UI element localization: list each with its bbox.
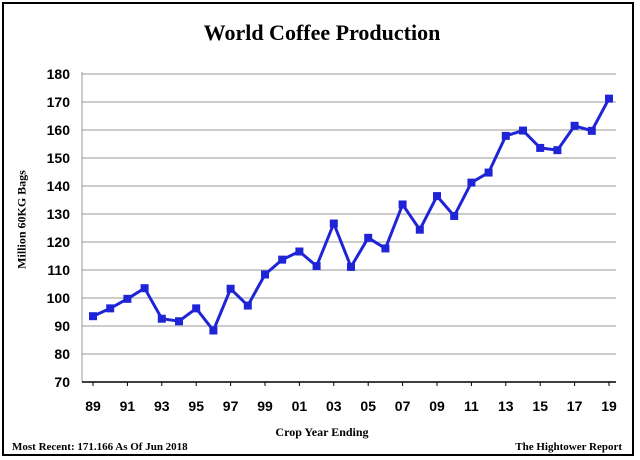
data-point (140, 284, 149, 293)
y-tick-label: 110 (47, 262, 70, 278)
x-tick-label: 11 (464, 398, 479, 414)
x-tick-label: 95 (188, 398, 204, 414)
y-tick-label: 80 (54, 346, 70, 362)
data-point (381, 244, 390, 253)
chart-title: World Coffee Production (203, 20, 441, 45)
data-point (519, 126, 527, 135)
x-tick-label: 89 (85, 398, 101, 414)
y-tick-label: 120 (47, 234, 71, 250)
data-point (278, 255, 287, 264)
series-line (92, 97, 611, 332)
series-group (89, 94, 613, 335)
data-point (484, 168, 493, 177)
data-point (501, 131, 510, 140)
x-tick-label: 01 (292, 398, 308, 414)
data-point (605, 94, 613, 103)
y-tick-label: 140 (47, 178, 71, 194)
data-point (175, 317, 183, 326)
data-point (415, 225, 424, 234)
data-point (192, 304, 201, 313)
x-tick-label: 13 (498, 398, 514, 414)
y-tick-label: 90 (54, 318, 70, 334)
x-tick-label: 07 (395, 398, 411, 414)
grid-lines (82, 73, 616, 355)
x-tick-label: 09 (429, 398, 445, 414)
data-point (433, 192, 441, 201)
x-tick-label: 17 (567, 398, 583, 414)
y-tick-label: 170 (47, 94, 71, 110)
y-axis-label: Million 60KG Bags (14, 170, 29, 269)
most-recent-note: Most Recent: 171.166 As Of Jun 2018 (12, 441, 188, 453)
x-tick-label: 93 (154, 398, 170, 414)
y-tick-label: 160 (47, 122, 71, 138)
y-tick-label: 150 (47, 150, 71, 166)
data-point (123, 294, 132, 303)
y-tick-labels: 70 80 90 100 110 120 130 140 150 160 170 180 (47, 66, 71, 390)
data-point (157, 314, 166, 323)
chart-frame: 70 80 90 100 110 120 130 140 150 160 170 180 89 91 93… (2, 2, 634, 456)
x-axis-label: Crop Year Ending (275, 425, 369, 439)
data-point (243, 301, 252, 310)
x-tick-label: 03 (326, 398, 342, 414)
y-tick-label: 70 (54, 374, 70, 390)
data-point (295, 247, 304, 256)
y-tick-label: 180 (47, 66, 71, 82)
data-point (312, 262, 321, 271)
source-note: The Hightower Report (515, 441, 622, 453)
y-tick-label: 130 (47, 206, 71, 222)
data-point (226, 284, 235, 293)
data-point (347, 262, 355, 271)
data-point (106, 304, 115, 313)
x-tick-label: 99 (257, 398, 273, 414)
x-tick-label: 15 (532, 398, 548, 414)
x-tick-labels: 89 91 93 95 97 99 01 03 05 07 09 11 13 15 17 19 (85, 398, 617, 414)
data-point (587, 126, 596, 135)
data-point (536, 143, 545, 152)
data-point (553, 146, 562, 155)
data-point (329, 219, 338, 228)
data-point (261, 270, 269, 279)
data-point (89, 312, 97, 321)
y-tick-label: 100 (47, 290, 71, 306)
data-point (364, 233, 373, 242)
chart-plot: 70 80 90 100 110 120 130 140 150 160 170 180 89 91 93… (47, 66, 617, 414)
x-tick-label: 19 (601, 398, 617, 414)
x-tick-label: 91 (120, 398, 136, 414)
axes (81, 72, 616, 386)
x-tick-label: 97 (223, 398, 239, 414)
data-point (467, 178, 476, 187)
data-point (209, 326, 218, 335)
data-point (450, 211, 459, 220)
data-point (570, 121, 579, 130)
data-point (398, 200, 407, 209)
x-tick-label: 05 (360, 398, 376, 414)
